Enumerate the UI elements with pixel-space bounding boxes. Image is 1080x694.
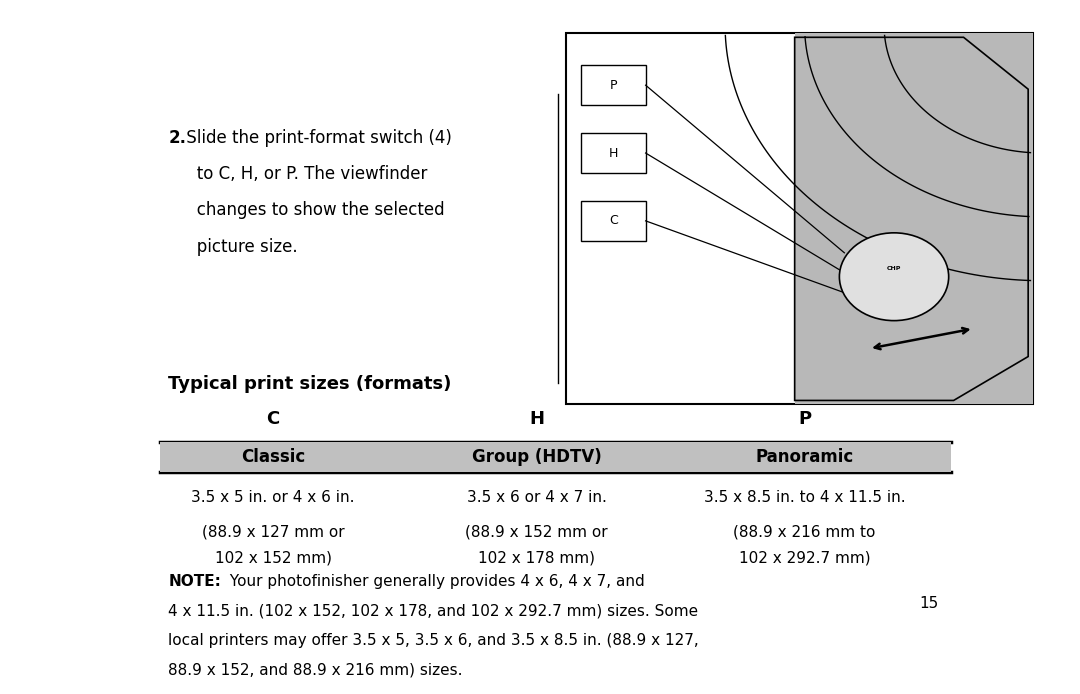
Text: NOTE:: NOTE: [168, 574, 221, 589]
Text: picture size.: picture size. [181, 238, 298, 255]
Text: 102 x 292.7 mm): 102 x 292.7 mm) [739, 551, 870, 566]
Text: (88.9 x 216 mm to: (88.9 x 216 mm to [733, 524, 876, 539]
Text: CHP: CHP [887, 266, 901, 271]
Text: C: C [609, 214, 618, 228]
Text: P: P [798, 410, 811, 428]
Text: H: H [529, 410, 544, 428]
Bar [581, 65, 646, 105]
Text: Panoramic: Panoramic [756, 448, 853, 466]
Text: 3.5 x 8.5 in. to 4 x 11.5 in.: 3.5 x 8.5 in. to 4 x 11.5 in. [704, 491, 905, 505]
Bar [581, 133, 646, 173]
Text: 102 x 178 mm): 102 x 178 mm) [478, 551, 595, 566]
Text: P: P [609, 78, 617, 92]
Text: 3.5 x 5 in. or 4 x 6 in.: 3.5 x 5 in. or 4 x 6 in. [191, 491, 355, 505]
Text: Slide the print-format switch (4): Slide the print-format switch (4) [181, 128, 451, 146]
Text: 2.: 2. [168, 128, 187, 146]
Text: changes to show the selected: changes to show the selected [181, 201, 445, 219]
Text: Your photofinisher generally provides 4 x 6, 4 x 7, and: Your photofinisher generally provides 4 … [226, 574, 645, 589]
Bar [160, 442, 951, 473]
Text: H: H [609, 146, 618, 160]
Text: Classic: Classic [241, 448, 306, 466]
Text: (88.9 x 127 mm or: (88.9 x 127 mm or [202, 524, 345, 539]
Text: Group (HDTV): Group (HDTV) [472, 448, 602, 466]
Text: 102 x 152 mm): 102 x 152 mm) [215, 551, 332, 566]
Text: 4 x 11.5 in. (102 x 152, 102 x 178, and 102 x 292.7 mm) sizes. Some: 4 x 11.5 in. (102 x 152, 102 x 178, and … [168, 603, 699, 618]
Polygon shape [795, 33, 1034, 405]
Text: 88.9 x 152, and 88.9 x 216 mm) sizes.: 88.9 x 152, and 88.9 x 216 mm) sizes. [168, 662, 463, 677]
Text: 15: 15 [919, 596, 939, 611]
Polygon shape [795, 37, 1028, 400]
Text: to C, H, or P. The viewfinder: to C, H, or P. The viewfinder [181, 165, 428, 183]
Text: C: C [267, 410, 280, 428]
Bar [581, 201, 646, 241]
Text: (88.9 x 152 mm or: (88.9 x 152 mm or [465, 524, 608, 539]
Text: Typical print sizes (formats): Typical print sizes (formats) [168, 375, 451, 393]
Circle shape [839, 232, 948, 321]
Text: local printers may offer 3.5 x 5, 3.5 x 6, and 3.5 x 8.5 in. (88.9 x 127,: local printers may offer 3.5 x 5, 3.5 x … [168, 633, 699, 648]
Text: 3.5 x 6 or 4 x 7 in.: 3.5 x 6 or 4 x 7 in. [467, 491, 607, 505]
